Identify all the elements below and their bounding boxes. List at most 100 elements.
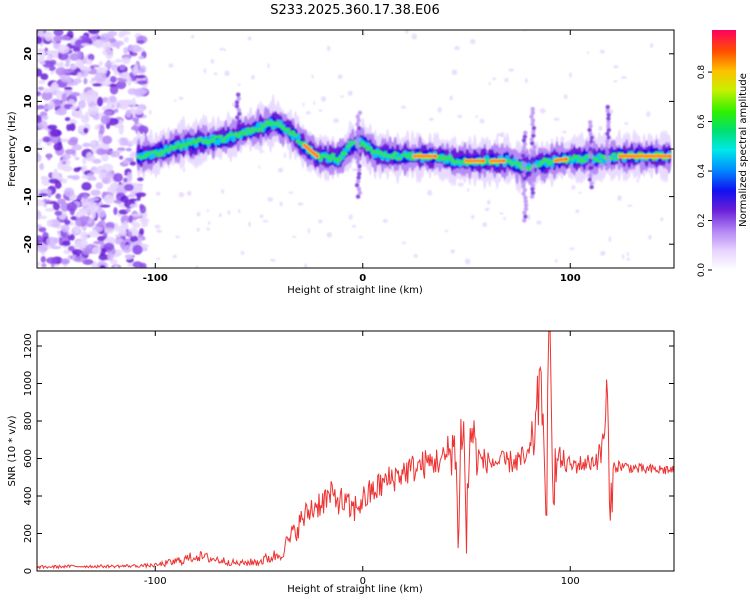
noise-cell bbox=[69, 234, 75, 241]
speckle bbox=[347, 90, 353, 96]
noise-cell bbox=[46, 219, 53, 227]
speckle bbox=[554, 259, 558, 263]
noise-cell bbox=[132, 108, 144, 115]
noise-cell bbox=[37, 115, 43, 124]
streak-cell bbox=[355, 114, 360, 119]
noise-cell bbox=[55, 89, 63, 99]
noise-cell bbox=[105, 49, 114, 60]
streak-cell bbox=[606, 120, 611, 125]
noise-cell bbox=[113, 265, 119, 268]
ridge-cell bbox=[318, 156, 323, 162]
noise-cell bbox=[125, 208, 131, 213]
streak-cell bbox=[605, 142, 610, 148]
colorbar-tick-label: 0.6 bbox=[697, 114, 707, 129]
streak-cell bbox=[530, 190, 536, 195]
ridge-cell bbox=[360, 141, 366, 145]
noise-cell bbox=[136, 236, 142, 243]
streak-cell bbox=[521, 149, 526, 155]
noise-cell bbox=[66, 81, 79, 86]
streak-cell bbox=[236, 96, 241, 101]
noise-cell bbox=[64, 219, 71, 225]
ridge-cell bbox=[367, 146, 373, 151]
speckle bbox=[427, 189, 433, 196]
noise-cell bbox=[126, 76, 132, 86]
noise-cell bbox=[113, 124, 125, 129]
speckle bbox=[608, 236, 612, 242]
spectrogram-ylabel: Frequency (Hz) bbox=[7, 111, 18, 187]
streak-cell bbox=[589, 139, 594, 144]
noise-cell bbox=[125, 147, 132, 152]
speckle bbox=[500, 131, 505, 138]
noise-cell bbox=[119, 64, 126, 71]
noise-cell bbox=[39, 163, 44, 171]
streak-cell bbox=[606, 112, 611, 117]
noise-cell bbox=[123, 183, 134, 192]
streak-cell bbox=[588, 146, 593, 152]
noise-cell bbox=[51, 245, 62, 250]
streak-cell bbox=[531, 156, 536, 161]
noise-cell bbox=[102, 135, 113, 145]
ridge-cell bbox=[445, 158, 450, 162]
streak-cell bbox=[529, 141, 535, 146]
noise-cell bbox=[44, 31, 53, 42]
speckle bbox=[311, 74, 314, 79]
speckle bbox=[484, 207, 490, 212]
noise-cell bbox=[118, 155, 124, 160]
noise-cell bbox=[41, 176, 51, 187]
noise-cell bbox=[54, 210, 63, 216]
y-tick-label: 200 bbox=[23, 524, 34, 543]
streak-cell bbox=[522, 176, 527, 181]
noise-cell bbox=[60, 258, 70, 265]
ridge-cell bbox=[345, 145, 351, 149]
noise-cell bbox=[120, 71, 130, 80]
noise-cell bbox=[105, 221, 115, 229]
streak-cell bbox=[356, 186, 362, 192]
ridge-cell bbox=[390, 154, 396, 160]
noise-cell bbox=[135, 192, 147, 198]
noise-cell bbox=[104, 226, 115, 234]
streak-cell bbox=[588, 158, 593, 163]
speckle bbox=[237, 83, 241, 86]
noise-cell bbox=[57, 177, 65, 181]
ridge-cell bbox=[176, 142, 181, 146]
speckle bbox=[240, 251, 245, 255]
streak-cell bbox=[606, 127, 611, 133]
speckle bbox=[302, 102, 305, 107]
speckle bbox=[457, 182, 464, 187]
speckle bbox=[333, 118, 339, 123]
noise-cell bbox=[136, 80, 148, 85]
speckle bbox=[503, 216, 506, 221]
noise-cell bbox=[94, 72, 107, 83]
noise-cell bbox=[130, 236, 139, 242]
speckle bbox=[428, 117, 434, 121]
noise-cell bbox=[37, 48, 44, 52]
noise-cell bbox=[59, 138, 70, 143]
noise-cell bbox=[94, 38, 104, 49]
noise-cell bbox=[55, 67, 67, 76]
streak-cell bbox=[522, 161, 527, 166]
speckle bbox=[320, 96, 327, 102]
noise-cell bbox=[136, 40, 145, 44]
snr-frame bbox=[36, 330, 675, 572]
noise-cell bbox=[37, 153, 42, 163]
ridge-peak bbox=[502, 159, 506, 163]
noise-cell bbox=[47, 124, 58, 130]
noise-cell bbox=[71, 248, 83, 255]
noise-cell bbox=[124, 253, 134, 260]
speckle bbox=[277, 167, 284, 173]
noise-cell bbox=[69, 196, 75, 201]
noise-cell bbox=[114, 58, 123, 63]
speckle bbox=[569, 247, 575, 251]
streak-cell bbox=[523, 130, 528, 136]
noise-cell bbox=[129, 198, 138, 202]
noise-cell bbox=[73, 167, 81, 173]
streak-cell bbox=[357, 110, 363, 116]
streak-cell bbox=[520, 153, 526, 158]
speckle bbox=[227, 210, 231, 215]
noise-cell bbox=[137, 177, 144, 182]
streak-cell bbox=[606, 158, 612, 163]
streak-cell bbox=[529, 160, 534, 165]
noise-cell bbox=[108, 95, 117, 103]
speckle bbox=[248, 221, 251, 227]
streak-cell bbox=[522, 187, 528, 193]
